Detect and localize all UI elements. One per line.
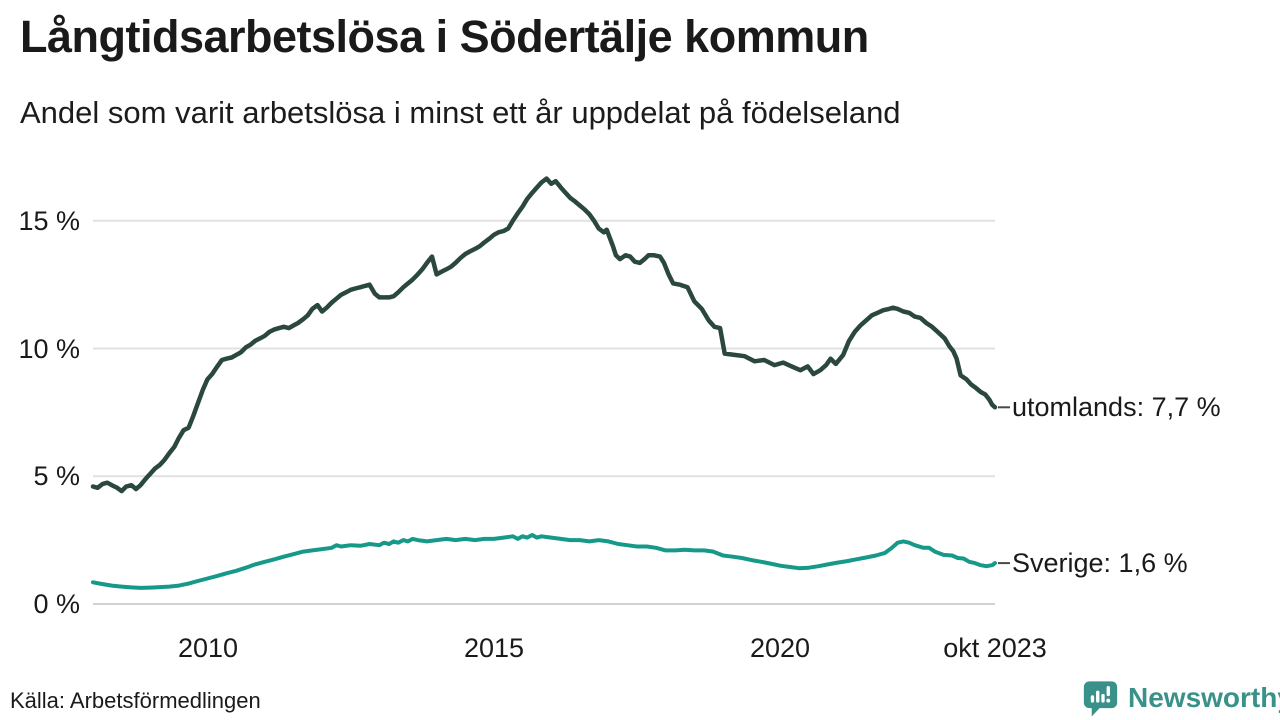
label-connectors bbox=[998, 406, 1010, 565]
series-end-label-sverige: Sverige: 1,6 % bbox=[1012, 548, 1188, 578]
newsworthy-wordmark: Newsworthy bbox=[1128, 682, 1280, 713]
gridlines bbox=[93, 219, 995, 605]
series-end-label-utomlands: utomlands: 7,7 % bbox=[1012, 392, 1221, 422]
y-tick-label: 10 % bbox=[18, 334, 80, 364]
newsworthy-icon bbox=[1083, 681, 1118, 717]
source-note: Källa: Arbetsförmedlingen bbox=[10, 688, 261, 713]
y-tick-label: 5 % bbox=[33, 461, 80, 491]
chart-subtitle: Andel som varit arbetslösa i minst ett å… bbox=[20, 95, 901, 130]
series-lines bbox=[90, 176, 998, 590]
series-line-utomlands bbox=[90, 176, 998, 494]
chart-title: Långtidsarbetslösa i Södertälje kommun bbox=[20, 11, 869, 62]
y-tick-label: 0 % bbox=[33, 589, 80, 619]
series-line-sverige bbox=[91, 533, 997, 590]
x-tick-label: okt 2023 bbox=[943, 633, 1047, 663]
x-tick-label: 2015 bbox=[463, 633, 525, 663]
newsworthy-logo: Newsworthy bbox=[1082, 679, 1280, 717]
x-tick-label: 2020 bbox=[749, 633, 811, 663]
x-tick-label: 2010 bbox=[177, 633, 239, 663]
y-tick-label: 15 % bbox=[18, 206, 80, 236]
